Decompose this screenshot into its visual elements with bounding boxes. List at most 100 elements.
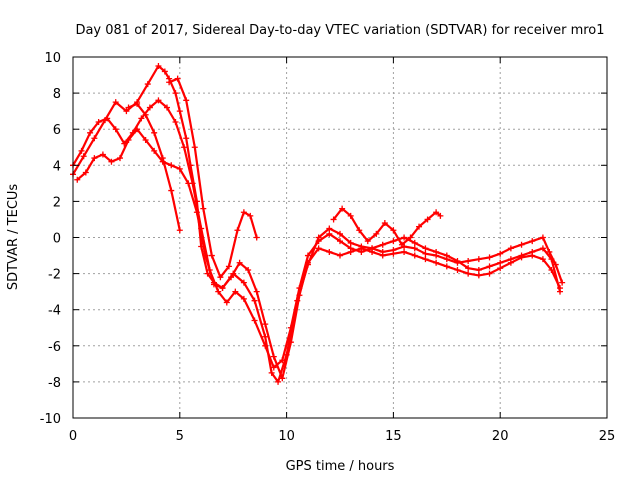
y-tick-label: 10 [44,51,61,66]
data-point [125,137,132,144]
data-point [275,378,282,385]
data-point [379,252,386,259]
data-point [315,245,322,252]
data-point [337,230,343,237]
data-point [202,252,209,259]
data-point [497,265,504,272]
data-point [279,357,286,364]
series-trace [76,128,562,380]
data-point [138,115,145,122]
data-point [529,238,536,245]
data-point [443,263,450,270]
data-point [287,339,294,346]
data-point [240,279,247,286]
data-point [486,263,493,270]
data-point [539,245,546,252]
data-point [486,270,493,277]
data-point [433,248,440,255]
data-point [174,75,181,82]
data-point [80,153,87,160]
data-point [144,81,151,88]
data-point [443,252,450,259]
data-point [159,155,166,162]
data-point [217,274,224,281]
data-point [422,245,429,252]
data-point [161,68,168,75]
data-point [91,155,98,162]
data-point [262,321,269,328]
data-point [475,266,482,273]
data-point [95,118,102,125]
data-point [347,248,354,255]
data-point [262,333,269,340]
series-pass-6 [330,205,444,248]
series-pass-3 [74,126,564,382]
data-point [390,227,397,234]
data-point [151,129,158,136]
data-point [228,274,235,281]
data-point [253,288,260,295]
data-point [191,144,198,151]
axis-ticks: 0 5 10 15 20 25 -10 -8 -6 -4 -2 0 2 4 6 8 10 [40,51,616,444]
data-point [475,256,482,263]
x-tick-label: 5 [176,429,184,444]
data-point [82,169,89,176]
y-tick-label: -10 [40,412,61,427]
data-point [315,238,322,245]
data-point [200,205,207,212]
data-point [112,99,119,106]
data-point [125,104,132,111]
y-tick-label: -2 [48,268,61,283]
data-point [401,234,408,241]
data-point [204,270,211,277]
data-point [433,209,440,216]
data-point [330,216,337,223]
data-point [236,259,243,266]
data-point [411,252,418,259]
data-point [270,364,277,371]
data-point [518,254,525,261]
data-point [337,252,343,259]
data-point [433,259,440,266]
data-point [416,223,423,230]
data-point [155,63,162,70]
data-point [398,241,405,248]
data-point [240,295,247,302]
data-point [326,225,333,232]
data-point [401,248,408,255]
data-point [529,252,536,259]
data-point [507,259,514,266]
y-tick-label: 2 [53,195,61,210]
series-trace [332,207,442,246]
data-point [210,281,217,288]
data-point [373,230,380,237]
x-tick-label: 0 [69,429,77,444]
data-point [411,245,418,252]
data-point [268,369,275,376]
data-point [279,375,286,382]
data-point [215,288,222,295]
series-trace [127,102,181,232]
series-pass-1 [70,63,566,385]
y-tick-label: -4 [48,304,61,319]
data-point [91,135,98,142]
data-point [548,266,555,273]
data-point [465,265,472,272]
data-point [99,151,106,158]
data-point [546,248,553,255]
data-point [168,162,175,169]
data-point [168,187,175,194]
data-point [172,118,179,125]
data-point [422,250,429,257]
data-point [358,245,365,252]
data-point [548,256,555,263]
data-point [454,257,461,264]
data-point [304,252,311,259]
data-point [475,272,482,279]
data-point [142,111,149,118]
data-point [240,209,247,216]
data-point [225,263,232,270]
data-point [245,266,252,273]
data-point [123,108,130,115]
